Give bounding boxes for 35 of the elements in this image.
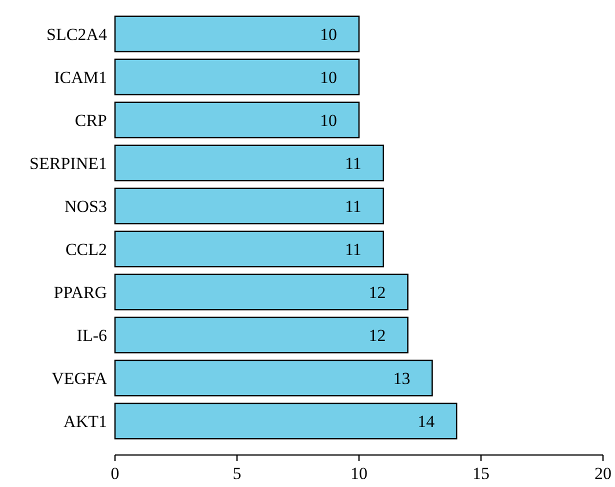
x-tick-label: 10	[350, 464, 368, 483]
data-label: 11	[345, 154, 362, 173]
bar	[114, 274, 408, 310]
bar	[114, 360, 433, 396]
y-tick-label: AKT1	[64, 412, 107, 432]
y-tick-label: CCL2	[65, 240, 107, 260]
data-label: 11	[345, 240, 362, 260]
bar	[114, 316, 408, 354]
y-tick-label: IL-6	[76, 326, 107, 346]
data-label: 13	[393, 369, 410, 388]
bar	[114, 102, 360, 138]
data-label: 14	[418, 412, 436, 432]
bar	[114, 16, 360, 52]
y-tick-label: SERPINE1	[30, 154, 107, 173]
data-label: 10	[320, 110, 337, 130]
y-tick-label: PPARG	[54, 283, 107, 302]
bar	[114, 402, 458, 440]
x-tick-label: 0	[110, 464, 120, 483]
y-tick-label: CRP	[74, 110, 107, 130]
data-label: 10	[320, 68, 337, 87]
bar	[114, 230, 384, 268]
data-label: 11	[345, 196, 362, 216]
bar	[114, 58, 360, 96]
y-tick-label: ICAM1	[54, 68, 107, 87]
data-label: 12	[368, 283, 386, 302]
y-tick-label: VEGFA	[52, 369, 108, 388]
y-tick-label: NOS3	[64, 196, 107, 216]
bar	[114, 144, 384, 182]
x-tick-label: 5	[232, 464, 242, 483]
data-label: 10	[320, 24, 337, 44]
data-label: 12	[368, 326, 386, 346]
bar	[114, 188, 384, 224]
x-tick-label: 15	[472, 464, 490, 483]
x-tick-label: 20	[594, 464, 612, 483]
y-tick-label: SLC2A4	[46, 24, 108, 44]
